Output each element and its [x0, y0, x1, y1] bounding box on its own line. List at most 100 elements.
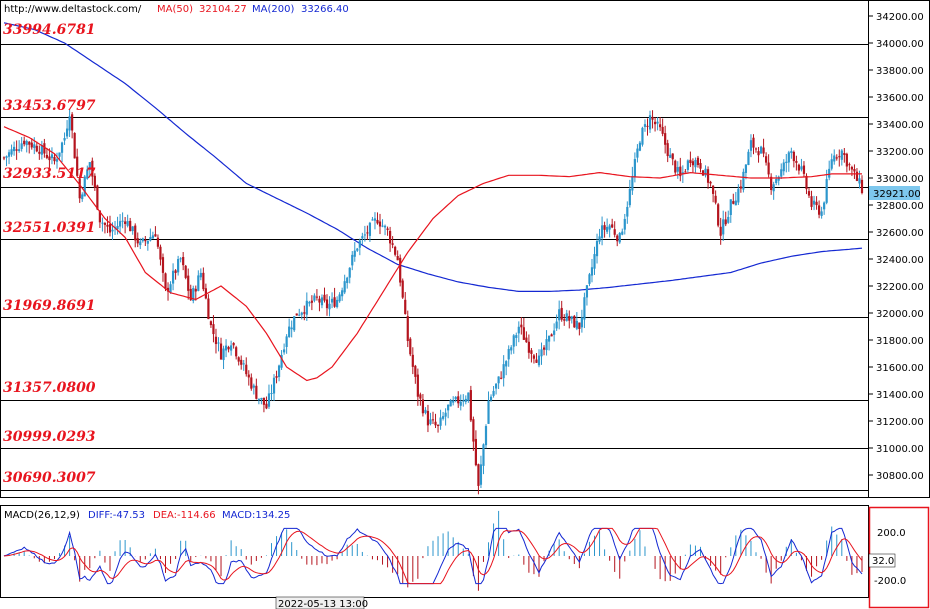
candle-bull — [669, 154, 672, 158]
price-axis: 34200.00 34000.00 33800.00 33600.00 33400.00… — [869, 12, 924, 482]
candle-bull — [575, 320, 578, 329]
macd-dea-label: DEA:-114.66 — [153, 510, 216, 521]
candle-bull — [63, 138, 66, 141]
candle-bear — [240, 359, 243, 365]
candle-bear — [815, 201, 818, 206]
candle-bear — [765, 156, 768, 163]
candle-bull — [517, 326, 520, 334]
candle-bull — [257, 398, 260, 400]
price-axis-tick-label: 32000.00 — [876, 309, 924, 320]
candle-bear — [739, 186, 742, 189]
candle-bull — [545, 339, 548, 351]
candle-bull — [515, 335, 518, 338]
candle-bull — [742, 171, 745, 190]
candle-bear — [187, 275, 190, 291]
macd-title: MACD(26,12,9) — [4, 510, 80, 521]
candle-bull — [305, 300, 308, 315]
candle-bull — [151, 235, 154, 239]
candle-bear — [134, 225, 137, 241]
price-axis-tick-label: 32800.00 — [876, 201, 924, 212]
candle-bear — [568, 315, 571, 321]
candle-bull — [588, 274, 591, 284]
candle-bear — [124, 221, 127, 224]
candle-bull — [553, 330, 556, 335]
ma200-line — [3, 22, 863, 292]
candle-bull — [86, 169, 89, 179]
candle-bull — [277, 365, 281, 378]
candle-bull — [830, 159, 833, 169]
level-labels: 33994.6781 33453.6797 32933.5117 32551.0391… — [3, 22, 96, 486]
candle-bear — [613, 229, 616, 235]
candle-bull — [88, 162, 91, 170]
candle-bear — [664, 133, 667, 145]
ma50-label: MA(50) — [157, 4, 193, 15]
candle-bear — [653, 121, 657, 125]
candle-bear — [426, 410, 430, 426]
ma50-value: 32104.27 — [199, 4, 247, 15]
candle-bull — [449, 400, 452, 407]
candle-bull — [139, 241, 142, 246]
candle-bear — [719, 226, 722, 236]
candle-bear — [96, 185, 99, 210]
candle-bull — [252, 385, 255, 388]
candle-bull — [224, 345, 228, 351]
candle-bull — [631, 176, 634, 191]
last-price-text: 32921.00 — [873, 189, 921, 200]
candle-bear — [43, 143, 46, 154]
candle-bear — [396, 256, 399, 261]
candle-bear — [520, 324, 523, 328]
candle-bull — [371, 219, 374, 221]
candle-bull — [704, 168, 707, 176]
candle-bear — [325, 299, 329, 309]
candle-bull — [482, 444, 485, 466]
candle-bull — [648, 115, 652, 130]
candle-bear — [530, 350, 533, 354]
candle-bear — [603, 225, 606, 230]
candle-bear — [646, 125, 649, 127]
candle-bull — [179, 258, 182, 260]
header-url[interactable]: http://www.deltastock.com/ — [4, 4, 142, 15]
candle-bull — [782, 162, 785, 172]
candle-bear — [411, 354, 414, 367]
candle-bear — [616, 235, 619, 242]
candle-bull — [510, 347, 513, 351]
candle-bear — [214, 336, 218, 345]
price-axis-tick-label: 34200.00 — [876, 12, 924, 23]
candle-bear — [310, 300, 313, 303]
level-label: 33453.6797 — [3, 98, 96, 114]
price-axis-tick-label: 33800.00 — [876, 66, 924, 77]
macd-dea-line — [3, 527, 863, 585]
candle-bull — [641, 127, 644, 145]
candle-bear — [303, 312, 306, 314]
candle-bear — [401, 280, 404, 298]
candle-bull — [338, 294, 341, 302]
candle-bull — [502, 364, 505, 379]
candle-bear — [560, 307, 563, 320]
candle-bull — [336, 299, 339, 308]
candle-bull — [111, 229, 114, 232]
macd-panel — [3, 510, 863, 591]
candle-bull — [356, 248, 359, 251]
candle-bear — [154, 234, 157, 237]
candle-bear — [712, 185, 715, 194]
candle-bull — [81, 194, 84, 200]
candle-bear — [318, 298, 321, 303]
candle-bull — [558, 309, 561, 321]
candle-bear — [477, 464, 480, 486]
candle-bull — [454, 396, 457, 400]
candle-bear — [797, 164, 801, 171]
candle-bear — [724, 219, 727, 225]
candle-bull — [126, 221, 129, 226]
candle-bull — [759, 146, 763, 154]
candle-bull — [772, 184, 775, 192]
candle-bull — [199, 272, 202, 278]
ma50-line — [3, 126, 862, 382]
candle-bull — [424, 409, 427, 413]
candle-bear — [202, 272, 205, 290]
candle-bull — [464, 398, 467, 402]
candle-bull — [686, 160, 689, 170]
candle-bear — [474, 438, 477, 466]
candle-bull — [348, 267, 351, 278]
candle-bull — [775, 179, 778, 184]
candle-bear — [714, 195, 717, 203]
